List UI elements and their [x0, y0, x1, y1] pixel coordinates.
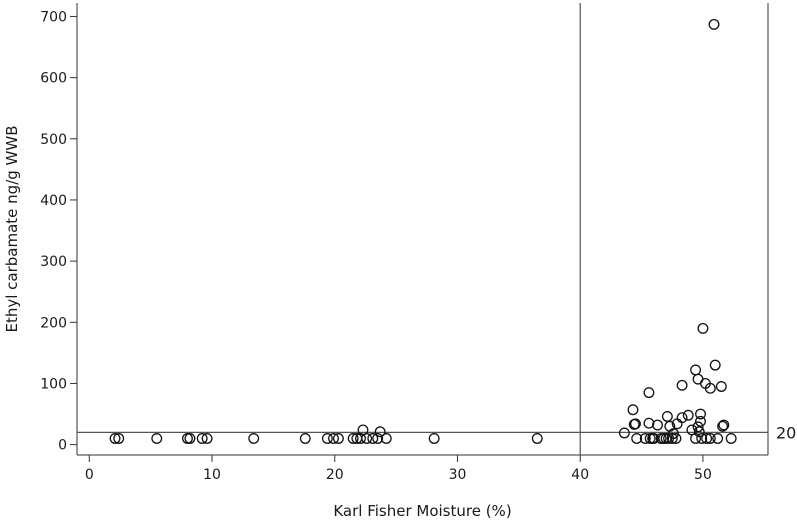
- data-point: [113, 433, 125, 444]
- data-point: [701, 433, 713, 444]
- data-point: [328, 433, 339, 444]
- reference-line-label: 20: [776, 423, 796, 442]
- y-tick-label: 0: [58, 438, 67, 454]
- data-point: [347, 433, 359, 444]
- data-point: [697, 322, 709, 334]
- data-point: [627, 404, 639, 416]
- data-point: [725, 433, 737, 444]
- data-points: [109, 18, 737, 444]
- y-tick-label: 300: [40, 254, 67, 270]
- data-point: [109, 433, 121, 444]
- data-point: [690, 364, 702, 376]
- data-point: [184, 433, 196, 444]
- x-tick-label: 10: [203, 467, 221, 483]
- data-point: [661, 411, 673, 422]
- data-point: [332, 433, 344, 444]
- data-point: [718, 419, 730, 431]
- data-point: [670, 433, 682, 444]
- data-point: [372, 433, 384, 444]
- data-point: [666, 433, 678, 444]
- data-point: [629, 418, 641, 430]
- data-point: [692, 421, 704, 433]
- data-point: [151, 433, 163, 444]
- plot-frame: [76, 3, 769, 456]
- data-point: [715, 381, 727, 392]
- data-point: [299, 433, 311, 444]
- data-point: [380, 433, 392, 444]
- data-point: [696, 433, 708, 444]
- data-point: [704, 382, 716, 394]
- data-point: [374, 426, 386, 438]
- data-point: [676, 379, 688, 391]
- y-axis-ticks: 0 100 200 300 400 500 600 700: [40, 9, 77, 454]
- x-axis-ticks: 0 10 20 30 40 50: [85, 455, 712, 483]
- y-tick-label: 500: [40, 132, 67, 148]
- y-tick-label: 600: [40, 71, 67, 87]
- y-axis-title: Ethyl carbamate ng/g WWB: [3, 125, 21, 332]
- x-axis-title: Karl Fisher Moisture (%): [333, 502, 511, 520]
- data-point: [196, 433, 208, 444]
- data-point: [631, 433, 643, 444]
- data-point: [639, 433, 651, 444]
- data-point: [367, 433, 379, 444]
- data-point: [717, 420, 729, 432]
- data-point: [676, 412, 688, 424]
- y-tick-label: 400: [40, 193, 67, 209]
- data-point: [690, 433, 702, 444]
- x-tick-label: 20: [326, 467, 344, 483]
- data-point: [708, 18, 720, 30]
- data-point: [618, 427, 630, 439]
- data-point: [321, 433, 333, 444]
- data-point: [201, 433, 213, 444]
- data-point: [693, 426, 705, 438]
- x-tick-label: 0: [85, 467, 94, 483]
- x-tick-label: 30: [449, 467, 467, 483]
- data-point: [361, 433, 373, 444]
- data-point: [712, 433, 724, 444]
- data-point: [695, 408, 706, 420]
- data-point: [428, 433, 440, 444]
- x-tick-label: 40: [571, 467, 589, 483]
- y-tick-label: 200: [40, 315, 67, 331]
- y-tick-label: 100: [40, 376, 67, 392]
- data-point: [643, 387, 655, 399]
- data-point: [652, 419, 663, 431]
- data-point: [682, 409, 694, 421]
- reference-lines: [77, 3, 768, 455]
- data-point: [692, 373, 704, 385]
- y-tick-label: 700: [40, 9, 67, 25]
- data-point: [531, 433, 543, 444]
- data-point: [709, 359, 721, 371]
- data-point: [248, 433, 260, 444]
- data-point: [704, 433, 716, 444]
- x-tick-label: 50: [694, 467, 712, 483]
- data-point: [695, 415, 706, 427]
